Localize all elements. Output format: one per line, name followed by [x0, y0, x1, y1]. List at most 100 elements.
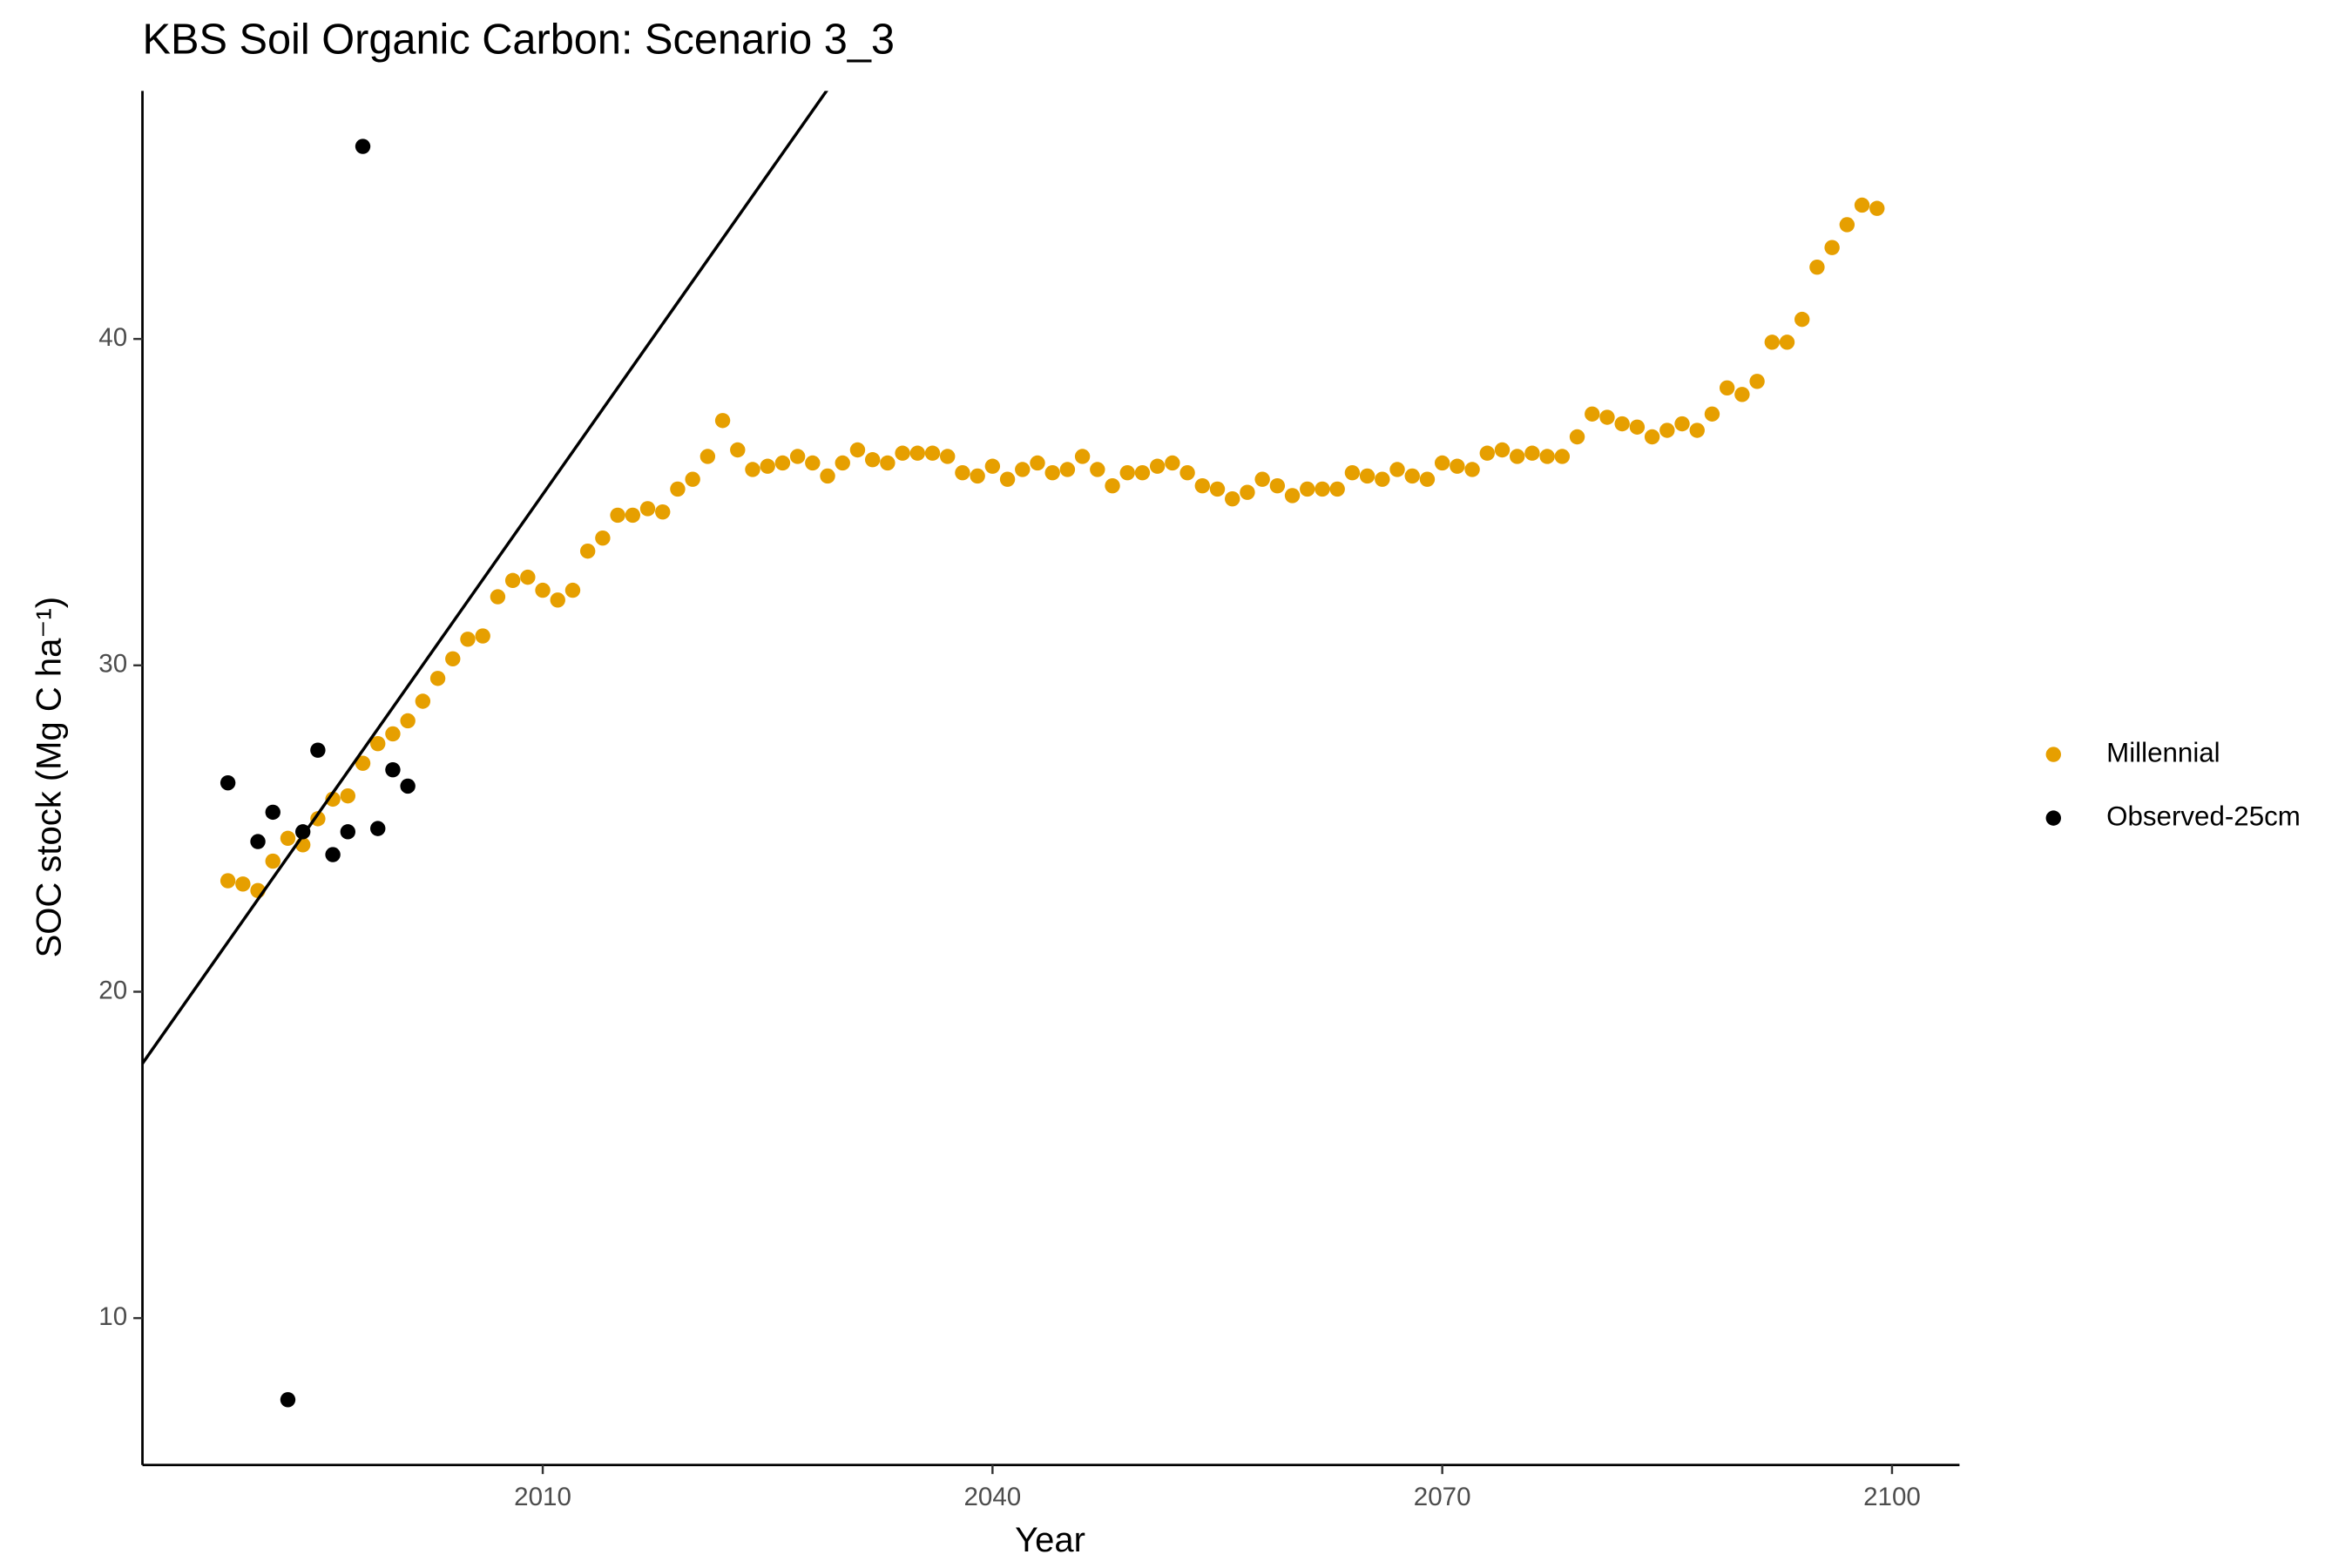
point: [355, 139, 371, 154]
point: [325, 847, 341, 862]
point: [1404, 468, 1420, 484]
point: [370, 821, 386, 836]
point: [895, 445, 910, 461]
point: [849, 442, 866, 458]
point: [1044, 465, 1060, 481]
point: [1225, 490, 1240, 507]
point: [820, 468, 835, 484]
point: [235, 876, 251, 892]
point: [1479, 445, 1495, 461]
point: [1644, 429, 1660, 445]
point: [564, 582, 581, 598]
x-tick-label: 2040: [963, 1483, 1021, 1511]
point: [760, 458, 775, 474]
point: [1344, 465, 1361, 481]
point: [1434, 455, 1450, 471]
point: [1704, 406, 1720, 422]
point: [400, 713, 416, 729]
point: [610, 507, 625, 524]
point: [415, 693, 431, 709]
point: [265, 804, 280, 821]
point: [1585, 406, 1600, 422]
point: [1569, 429, 1585, 445]
point: [789, 449, 806, 464]
point: [579, 543, 596, 559]
point: [1119, 465, 1135, 481]
x-axis-title: Year: [1015, 1521, 1085, 1559]
point: [310, 742, 326, 758]
point: [700, 449, 716, 464]
point: [1389, 462, 1405, 477]
point: [1764, 335, 1780, 350]
point: [595, 530, 611, 546]
point: [909, 445, 926, 461]
point: [429, 671, 446, 686]
point: [1300, 481, 1315, 497]
point: [1674, 416, 1690, 432]
x-tick-label: 2070: [1414, 1483, 1471, 1511]
point: [1059, 462, 1076, 477]
point: [325, 791, 341, 808]
point: [655, 504, 671, 520]
point: [970, 468, 985, 484]
point: [460, 632, 476, 647]
point: [835, 455, 850, 471]
point: [999, 471, 1016, 487]
point: [730, 442, 746, 458]
point: [880, 455, 896, 471]
point: [1149, 458, 1166, 474]
point: [1030, 455, 1045, 471]
legend-label: Millennial: [2106, 737, 2220, 767]
point: [1074, 449, 1091, 464]
point: [1464, 462, 1480, 477]
point: [280, 830, 296, 847]
point: [220, 873, 236, 889]
point: [1134, 465, 1151, 481]
point: [1269, 478, 1286, 494]
point: [1284, 488, 1301, 504]
point: [535, 582, 551, 598]
point: [1824, 240, 1840, 255]
point: [1090, 462, 1105, 477]
point: [1794, 311, 1810, 328]
point: [1450, 458, 1465, 474]
point: [220, 774, 236, 791]
point: [1809, 259, 1825, 275]
point: [1494, 442, 1511, 458]
y-tick-label: 10: [98, 1302, 127, 1331]
point: [1209, 481, 1226, 497]
x-tick-label: 2100: [1863, 1483, 1921, 1511]
point: [445, 651, 461, 666]
point: [340, 824, 356, 840]
point: [490, 589, 506, 605]
fit-line: [142, 91, 828, 1064]
point: [714, 413, 731, 429]
point: [1329, 481, 1345, 497]
point: [370, 736, 386, 752]
point: [1614, 416, 1630, 432]
point: [1254, 471, 1270, 487]
point: [1689, 422, 1705, 438]
plot-area: [142, 91, 1885, 1408]
point: [924, 445, 941, 461]
y-axis-title: SOC stock (Mg C ha⁻¹): [30, 597, 69, 957]
point: [745, 462, 760, 477]
y-tick-label: 40: [98, 323, 127, 352]
point: [1854, 197, 1870, 213]
point: [1015, 462, 1031, 477]
point: [1839, 217, 1855, 233]
point: [864, 452, 881, 468]
x-tick-label: 2010: [514, 1483, 571, 1511]
point: [385, 726, 401, 742]
point: [1179, 465, 1195, 481]
point: [1419, 471, 1436, 487]
y-tick-label: 20: [98, 976, 127, 1004]
point: [1105, 478, 1120, 494]
point: [1240, 484, 1255, 500]
point: [1510, 449, 1525, 464]
point: [340, 787, 356, 804]
point: [520, 569, 536, 585]
point: [685, 471, 700, 487]
point: [1554, 449, 1571, 464]
